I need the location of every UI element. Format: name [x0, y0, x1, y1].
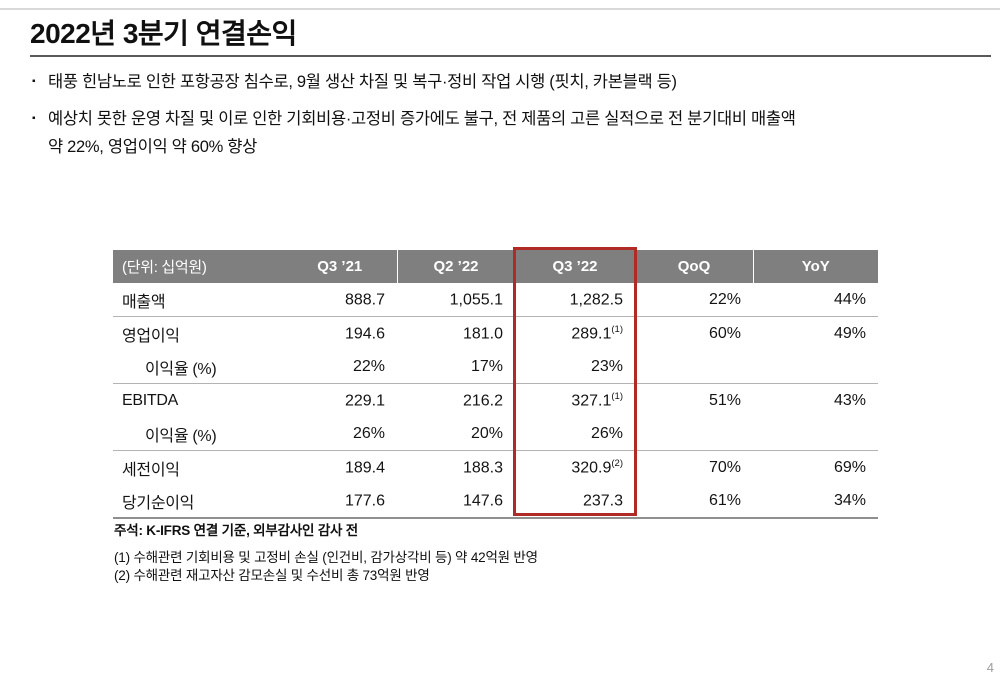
financials-table: (단위: 십억원) Q3 ’21 Q2 ’22 Q3 ’22 QoQ YoY 매… [113, 250, 878, 519]
row-label: 당기순이익 [113, 484, 283, 519]
row-label: 세전이익 [113, 450, 283, 484]
summary-bullets: ▪ 태풍 힌남노로 인한 포항공장 침수로, 9월 생산 차질 및 복구·정비 … [32, 68, 972, 170]
bullet-square-icon: ▪ [32, 113, 36, 124]
row-label: 이익율 (%) [113, 417, 283, 451]
footnote-1: (1) 수해관련 기회비용 및 고정비 손실 (인건비, 감가상각비 등) 약 … [114, 550, 538, 565]
table-row-ebitda: EBITDA 229.1 216.2 327.1(1) 51% 43% [113, 383, 878, 417]
page-title: 2022년 3분기 연결손익 [30, 18, 297, 49]
note-basis: 주석: K-IFRS 연결 기준, 외부감사인 감사 전 [114, 523, 359, 538]
table-row-revenue: 매출액 888.7 1,055.1 1,282.5 22% 44% [113, 283, 878, 317]
bullet-text: 태풍 힌남노로 인한 포항공장 침수로, 9월 생산 차질 및 복구·정비 작업… [48, 73, 677, 91]
table-row-op-margin: 이익율 (%) 22% 17% 23% [113, 350, 878, 384]
row-label: EBITDA [113, 383, 283, 417]
column-header-q3-22: Q3 ’22 [514, 250, 635, 283]
bullet-item: ▪ 태풍 힌남노로 인한 포항공장 침수로, 9월 생산 차질 및 복구·정비 … [32, 68, 972, 96]
bullet-item: ▪ 예상치 못한 운영 차질 및 이로 인한 기회비용·고정비 증가에도 불구,… [32, 105, 972, 161]
column-header-qoq: QoQ [634, 250, 753, 283]
table-row-ebitda-margin: 이익율 (%) 26% 20% 26% [113, 417, 878, 451]
page-number: 4 [986, 660, 994, 675]
slide-top-edge [0, 8, 1000, 10]
row-label: 이익율 (%) [113, 350, 283, 384]
table-row-operating-profit: 영업이익 194.6 181.0 289.1(1) 60% 49% [113, 316, 878, 350]
table-row-pretax-profit: 세전이익 189.4 188.3 320.9(2) 70% 69% [113, 450, 878, 484]
column-header-q2-22: Q2 ’22 [396, 250, 515, 283]
table-header-row: (단위: 십억원) Q3 ’21 Q2 ’22 Q3 ’22 QoQ YoY [113, 250, 878, 283]
column-header-q3-21: Q3 ’21 [283, 250, 397, 283]
row-label: 매출액 [113, 283, 283, 317]
row-label: 영업이익 [113, 316, 283, 350]
column-header-yoy: YoY [752, 250, 878, 283]
title-divider [30, 55, 991, 57]
footnotes: (1) 수해관련 기회비용 및 고정비 손실 (인건비, 감가상각비 등) 약 … [114, 549, 538, 585]
bullet-square-icon: ▪ [32, 76, 36, 87]
footnote-2: (2) 수해관련 재고자산 감모손실 및 수선비 총 73억원 반영 [114, 568, 430, 583]
bullet-text: 예상치 못한 운영 차질 및 이로 인한 기회비용·고정비 증가에도 불구, 전… [48, 110, 796, 156]
table-row-net-profit: 당기순이익 177.6 147.6 237.3 61% 34% [113, 484, 878, 519]
unit-label: (단위: 십억원) [113, 250, 283, 283]
